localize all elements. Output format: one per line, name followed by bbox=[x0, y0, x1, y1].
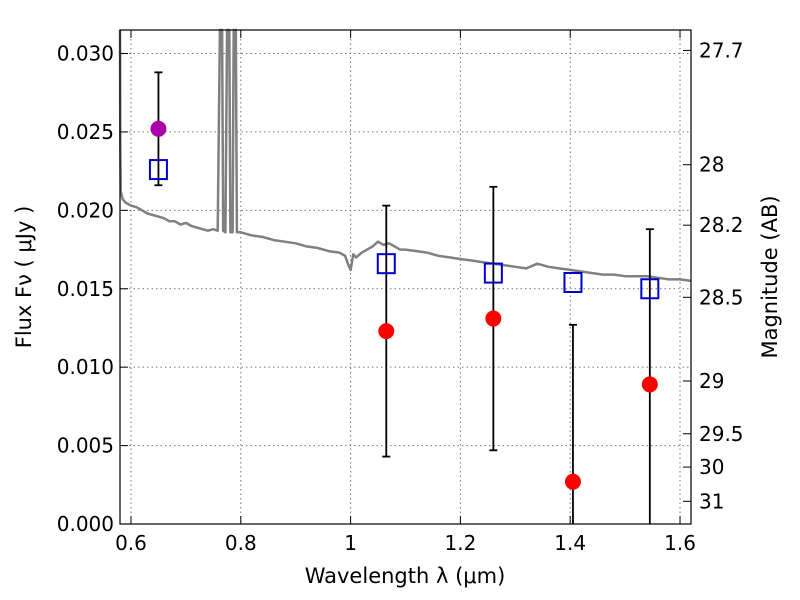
x-tick-label: 1.6 bbox=[664, 531, 696, 555]
x-axis-label: Wavelength λ (μm) bbox=[305, 564, 506, 588]
plot-frame bbox=[119, 29, 692, 525]
model-square-marker bbox=[376, 253, 396, 275]
right-tick-label: 28 bbox=[699, 153, 724, 177]
y-axis-label: Flux Fν ( μJy ) bbox=[12, 206, 36, 349]
model-spectrum bbox=[118, 28, 692, 283]
x-tick-label: 0.8 bbox=[225, 531, 257, 555]
right-tick-label: 28.5 bbox=[699, 285, 744, 309]
x-tick-label: 0.6 bbox=[115, 531, 147, 555]
model-square-marker bbox=[483, 262, 503, 284]
data-markers bbox=[148, 120, 660, 490]
observed-point-marker bbox=[485, 310, 502, 327]
right-tick-label: 28.2 bbox=[699, 213, 744, 237]
observed-point-marker bbox=[564, 473, 581, 490]
right-tick-label: 31 bbox=[699, 489, 724, 513]
observed-point-marker bbox=[378, 323, 395, 340]
y-tick-label: 0.010 bbox=[57, 355, 114, 379]
right-axis-label: Magnitude (AB) bbox=[758, 195, 782, 358]
tick-labels: 0.6 0.8 1 1.2 1.4 1.6 0.000 0.005 0.010 0.015 0.02… bbox=[57, 38, 744, 555]
y-tick-label: 0.020 bbox=[57, 198, 114, 222]
x-tick-label: 1 bbox=[344, 531, 357, 555]
x-tick-label: 1.4 bbox=[554, 531, 586, 555]
observed-point-marker bbox=[641, 376, 658, 393]
x-tick-label: 1.2 bbox=[444, 531, 476, 555]
model-square-marker bbox=[563, 271, 583, 293]
y-tick-label: 0.025 bbox=[57, 120, 114, 144]
y-tick-label: 0.015 bbox=[57, 277, 114, 301]
y-tick-label: 0.030 bbox=[57, 42, 114, 66]
right-tick-label: 29.5 bbox=[699, 422, 744, 446]
observed-point-marker bbox=[150, 120, 167, 137]
axis-ticks bbox=[120, 30, 691, 525]
model-square-marker bbox=[640, 278, 660, 300]
right-tick-label: 30 bbox=[699, 455, 724, 479]
y-tick-label: 0.000 bbox=[57, 512, 114, 536]
right-tick-label: 29 bbox=[699, 369, 724, 393]
y-tick-label: 0.005 bbox=[57, 434, 114, 458]
spectrum-line bbox=[118, 28, 692, 283]
model-square-marker bbox=[148, 159, 168, 181]
right-tick-label: 27.7 bbox=[699, 38, 744, 62]
